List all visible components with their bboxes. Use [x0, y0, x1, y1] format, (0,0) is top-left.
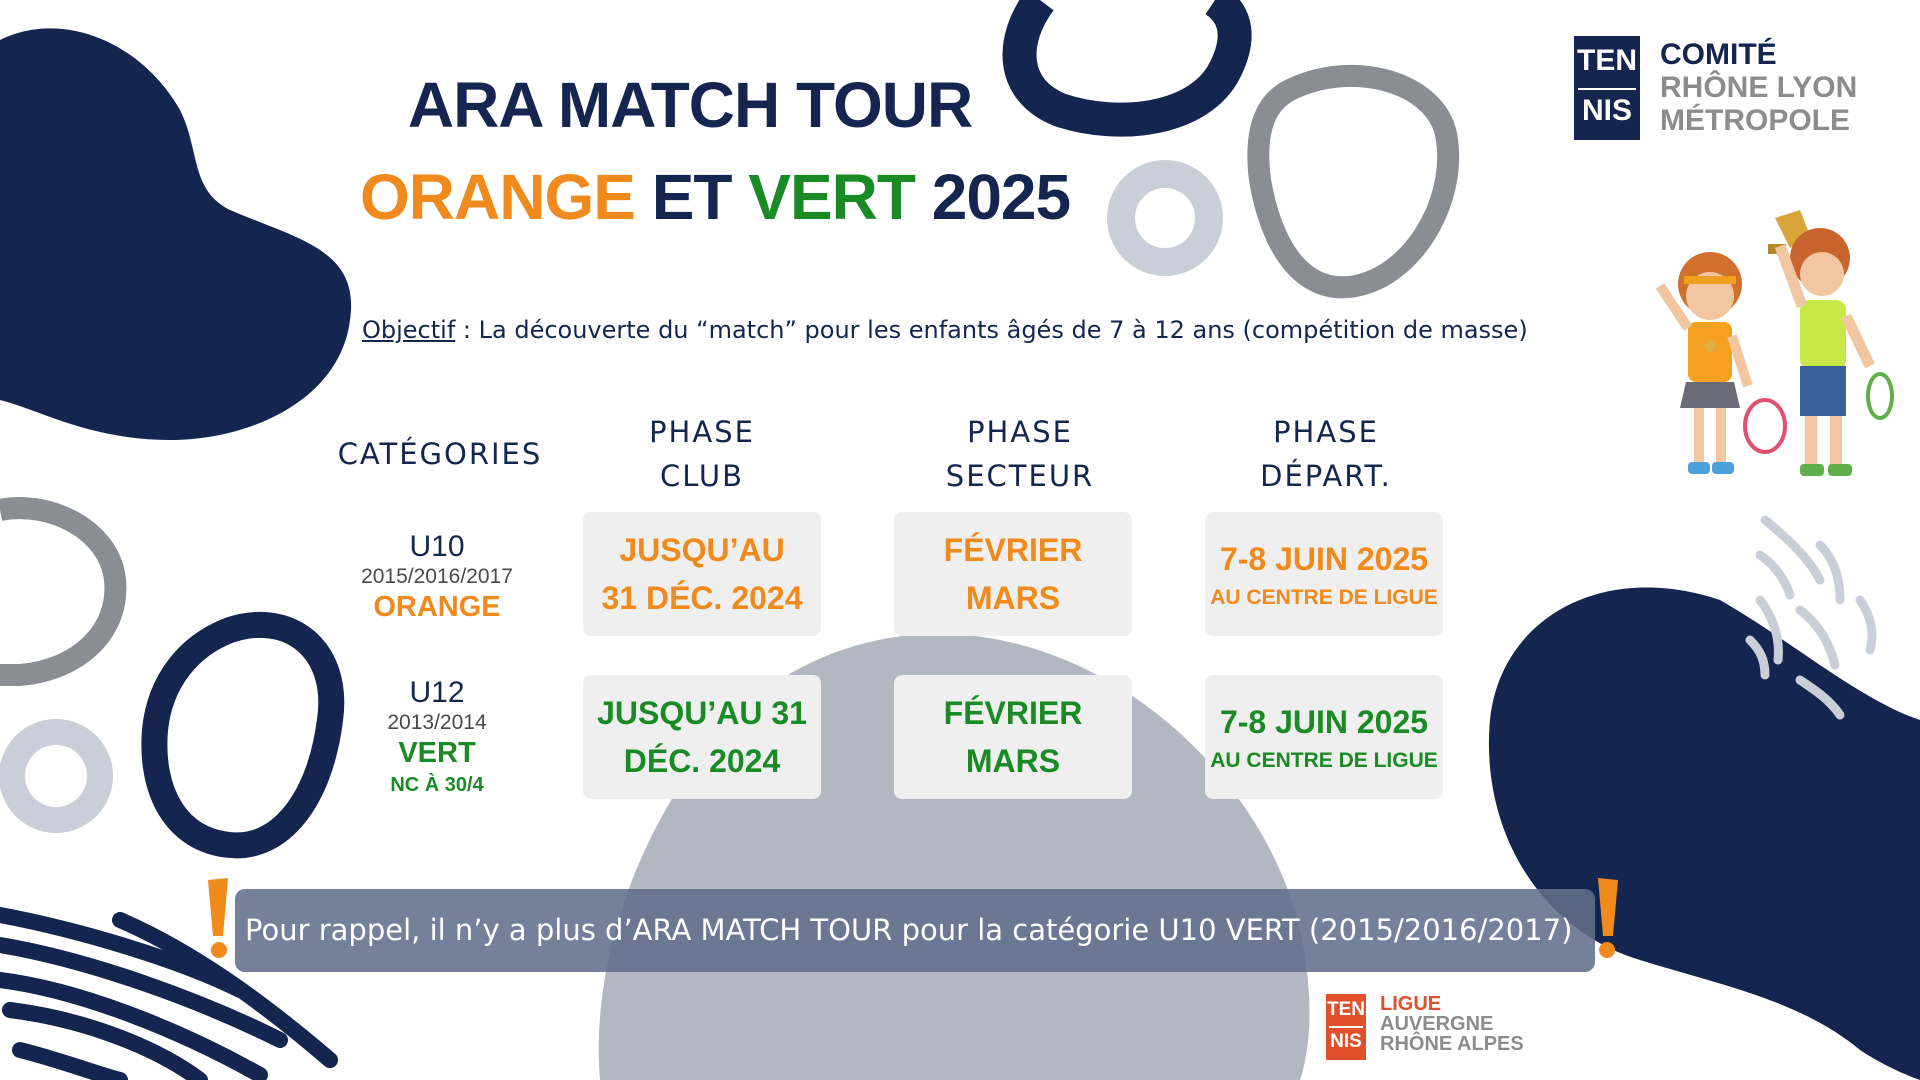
- logo-box-top: TEN: [1327, 999, 1365, 1020]
- cell-u10-club: JUSQU’AU 31 DÉC. 2024: [583, 512, 821, 636]
- grey-ring-left: [0, 497, 127, 686]
- header-club-line1: PHASE: [649, 415, 755, 449]
- cell-line2: MARS: [965, 580, 1061, 616]
- grey-ring-top-right: [1247, 64, 1460, 299]
- cell-line1: JUSQU’AU 31: [597, 695, 807, 731]
- logo-box-bottom: NIS: [1581, 94, 1632, 127]
- header-depart-line1: PHASE: [1273, 415, 1379, 449]
- reminder-banner: Pour rappel, il n’y a plus d’ARA MATCH T…: [235, 889, 1595, 972]
- navy-ring-top: [1002, 0, 1252, 137]
- header-depart: PHASE DÉPART.: [1206, 410, 1446, 498]
- cell-line1: 7-8 JUIN 2025: [1219, 704, 1429, 740]
- header-secteur: PHASE SECTEUR: [900, 410, 1140, 498]
- objective-label: Objectif: [362, 316, 456, 344]
- header-club: PHASE CLUB: [582, 410, 822, 498]
- title-line1: ARA MATCH TOUR: [407, 69, 973, 141]
- category-name: U12: [409, 676, 465, 709]
- title-orange: ORANGE: [360, 161, 636, 233]
- cell-line2: 31 DÉC. 2024: [601, 580, 803, 616]
- category-color: ORANGE: [373, 591, 501, 623]
- category-name: U10: [409, 530, 465, 563]
- ligue-line2: AUVERGNE: [1380, 1013, 1494, 1035]
- light-squiggles: [1745, 515, 1877, 720]
- logo-box-top: TEN: [1577, 44, 1637, 77]
- cell-line2: DÉC. 2024: [623, 743, 781, 779]
- cell-u10-depart: 7-8 JUIN 2025 AU CENTRE DE LIGUE: [1205, 512, 1443, 636]
- title-line2: ORANGE ET VERT 2025: [360, 160, 1071, 234]
- title-year: 2025: [914, 161, 1071, 233]
- comite-line2: RHÔNE LYON: [1660, 71, 1858, 104]
- navy-scribbles: [0, 907, 338, 1080]
- objective-text: Objectif : La découverte du “match” pour…: [362, 316, 1528, 344]
- category-years: 2013/2014: [387, 711, 487, 734]
- logo-box-bottom: NIS: [1330, 1031, 1362, 1052]
- exclamation-icon: [1598, 878, 1618, 958]
- comite-logo-text: COMITÉ RHÔNE LYON MÉTROPOLE: [1660, 38, 1857, 137]
- navy-blob-top-left: [0, 28, 352, 440]
- header-categories: CATÉGORIES: [337, 437, 543, 471]
- header-secteur-line1: PHASE: [967, 415, 1073, 449]
- header-depart-line2: DÉPART.: [1260, 459, 1392, 493]
- navy-blob-right: [1488, 587, 1920, 1080]
- cell-u12-depart: 7-8 JUIN 2025 AU CENTRE DE LIGUE: [1205, 675, 1443, 799]
- tennis-logo-box-ligue: TEN NIS: [1326, 994, 1366, 1060]
- cell-line2: AU CENTRE DE LIGUE: [1210, 586, 1438, 609]
- cell-u12-club: JUSQU’AU 31 DÉC. 2024: [583, 675, 821, 799]
- comite-line3: MÉTROPOLE: [1660, 104, 1851, 137]
- light-ring-left: [0, 719, 113, 833]
- ligue-line1: LIGUE: [1380, 993, 1442, 1015]
- cell-line1: 7-8 JUIN 2025: [1219, 541, 1429, 577]
- kids-tennis-trophy-illustration: [1640, 196, 1912, 492]
- header-secteur-line2: SECTEUR: [945, 459, 1095, 493]
- ligue-logo-text: LIGUE AUVERGNE RHÔNE ALPES: [1380, 994, 1524, 1054]
- exclamation-icon: [208, 878, 228, 958]
- cell-line1: JUSQU’AU: [619, 532, 785, 568]
- cell-line1: FÉVRIER: [943, 695, 1083, 731]
- category-u10: U10 2015/2016/2017 ORANGE: [337, 530, 537, 624]
- tennis-logo-box: TEN NIS: [1574, 36, 1640, 140]
- category-note: NC À 30/4: [390, 774, 484, 796]
- category-color: VERT: [398, 737, 476, 769]
- objective-body: : La découverte du “match” pour les enfa…: [455, 316, 1528, 344]
- cell-line2: MARS: [965, 743, 1061, 779]
- category-years: 2015/2016/2017: [361, 565, 513, 588]
- navy-ring-left: [141, 611, 345, 859]
- cell-u12-secteur: FÉVRIER MARS: [894, 675, 1132, 799]
- header-club-line2: CLUB: [659, 459, 745, 493]
- title-et: ET: [634, 161, 749, 233]
- category-u12: U12 2013/2014 VERT NC À 30/4: [337, 676, 537, 800]
- cell-line2: AU CENTRE DE LIGUE: [1210, 749, 1438, 772]
- comite-line1: COMITÉ: [1660, 38, 1777, 71]
- ligue-line3: RHÔNE ALPES: [1380, 1033, 1524, 1055]
- cell-line1: FÉVRIER: [943, 532, 1083, 568]
- cell-u10-secteur: FÉVRIER MARS: [894, 512, 1132, 636]
- light-ring-small: [1107, 160, 1223, 276]
- title-green: VERT: [748, 161, 916, 233]
